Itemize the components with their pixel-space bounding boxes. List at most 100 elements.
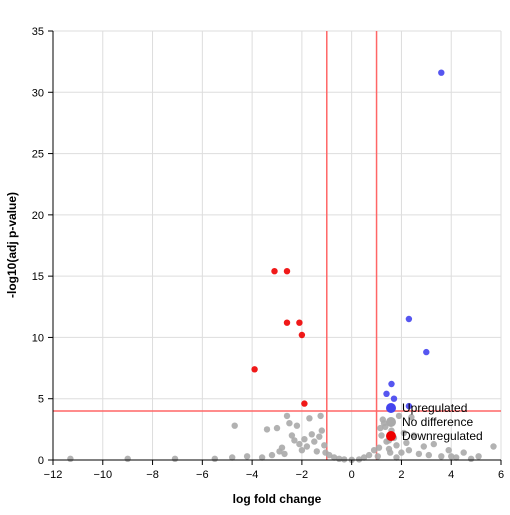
x-tick-label: 2 [398,469,404,481]
upregulated-point [423,348,430,356]
no-difference-point [281,450,288,458]
x-tick-label: 4 [448,469,454,481]
no-difference-point [438,453,445,460]
no-difference-point [273,424,281,432]
no-difference-point [400,429,408,437]
y-tick-label: 30 [32,87,44,99]
no-difference-point [229,454,236,461]
upregulated-point [438,69,445,76]
no-difference-point [288,432,296,439]
y-tick-label: 10 [32,332,44,344]
no-difference-point [415,450,423,458]
no-difference-point [387,449,394,456]
no-difference-point [453,454,460,461]
x-tick-label: −6 [196,469,209,481]
legend-label: Upregulated [402,401,467,415]
no-difference-point [420,443,427,450]
x-tick-label: −8 [146,469,159,481]
no-difference-point [124,455,131,462]
y-tick-label: 5 [38,394,44,406]
no-difference-point [410,432,418,439]
no-difference-point [405,447,413,454]
no-difference-point [341,456,348,463]
no-difference-point [378,432,385,439]
no-difference-point [475,453,482,460]
downregulated-point [283,319,291,326]
no-difference-point [331,454,338,461]
no-difference-point [360,454,368,461]
no-difference-point [317,412,324,420]
no-difference-point [263,426,271,433]
x-axis-title: log fold change [233,492,322,506]
y-tick-label: 0 [38,455,44,467]
legend-swatch [386,431,396,441]
no-difference-point [408,413,415,421]
y-tick-label: 20 [32,210,44,222]
upregulated-point [383,390,390,397]
legend-swatch [386,417,396,427]
upregulated-point [388,380,395,388]
no-difference-point [370,447,378,454]
no-difference-point [296,440,303,448]
axes: −12 −10 −8 −6 −4 −2 0 2 4 6 0 5 10 15 20 25 30 35 [32,26,504,481]
no-difference-point [393,442,400,449]
no-difference-point [318,427,325,434]
no-difference-point [355,456,363,463]
upregulated-point [405,315,413,323]
upregulated-point [390,395,398,402]
y-tick-label: 15 [32,271,44,283]
no-difference-point [467,455,475,462]
downregulated-point [298,331,306,339]
no-difference-point [374,453,381,460]
x-tick-label: −10 [93,469,112,481]
data-points [67,69,497,463]
no-difference-point [490,443,497,450]
no-difference-point [211,455,218,462]
legend-swatch [386,403,396,413]
downregulated-point [283,268,291,275]
x-tick-label: −12 [44,469,63,481]
no-difference-point [291,437,298,444]
no-difference-point [393,454,400,461]
downregulated-point [271,268,278,275]
no-difference-point [379,416,386,423]
no-difference-point [306,415,313,422]
threshold-lines [53,31,501,460]
no-difference-point [301,436,308,443]
legend-label: Downregulated [402,429,483,443]
no-difference-point [326,451,333,459]
no-difference-point [382,423,389,431]
no-difference-point [375,444,383,451]
no-difference-point [377,424,384,432]
downregulated-point [301,400,308,407]
no-difference-point [313,448,320,455]
x-tick-label: −2 [296,469,309,481]
no-difference-point [445,447,452,454]
no-difference-point [283,412,291,420]
no-difference-point [365,451,373,459]
no-difference-point [67,455,74,462]
x-tick-label: 6 [498,469,504,481]
y-axis-title: -log10(adj p-value) [5,192,19,298]
no-difference-point [395,412,403,420]
upregulated-point [405,402,413,410]
no-difference-point [398,449,405,456]
no-difference-point [321,442,328,449]
no-difference-point [293,422,301,429]
no-difference-point [298,447,306,454]
y-tick-label: 35 [32,26,44,38]
no-difference-point [231,422,238,429]
no-difference-point [276,448,283,455]
no-difference-point [430,440,437,448]
y-tick-label: 25 [32,149,44,161]
downregulated-point [296,319,303,326]
no-difference-point [448,453,455,460]
legend-label: No difference [402,415,473,429]
no-difference-point [311,438,318,445]
no-difference-point [171,455,179,462]
no-difference-point [243,453,251,460]
no-difference-point [460,449,467,456]
